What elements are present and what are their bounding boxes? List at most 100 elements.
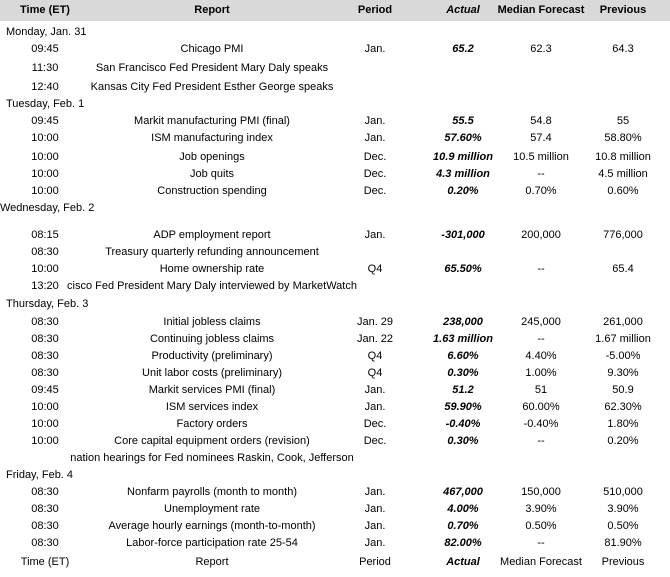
cell-time: 08:30 [31, 503, 59, 515]
footer-actual: Actual [446, 556, 480, 568]
cell-report: Continuing jobless claims [149, 333, 275, 345]
cell-previous: 776,000 [603, 229, 643, 241]
cell-previous: 62.30% [604, 401, 642, 413]
cell-previous: 81.90% [604, 537, 642, 549]
cell-median-forecast: -- [537, 537, 545, 549]
cell-actual: 57.60% [444, 132, 482, 144]
header-time: Time (ET) [20, 4, 70, 16]
cell-previous: 0.60% [607, 185, 639, 197]
cell-report: ISM services index [165, 401, 259, 413]
header-report: Report [194, 4, 230, 16]
cell-report: Markit manufacturing PMI (final) [134, 115, 290, 127]
cell-previous: 10.8 million [595, 151, 651, 163]
cell-time: 09:45 [31, 115, 59, 127]
cell-report: nation hearings for Fed nominees Raskin,… [70, 452, 354, 464]
cell-report: Construction spending [157, 185, 267, 197]
cell-period: Jan. [364, 401, 386, 413]
cell-period: Jan. [364, 503, 386, 515]
cell-period: Dec. [363, 435, 387, 447]
header-previous: Previous [599, 4, 647, 16]
footer-previous: Previous [601, 556, 645, 568]
cell-previous: 64.3 [612, 43, 634, 55]
cell-time: 08:30 [31, 350, 59, 362]
cell-actual: 0.70% [447, 520, 479, 532]
footer-time: Time (ET) [20, 556, 70, 568]
cell-median-forecast: -- [537, 333, 545, 345]
cell-time: 08:30 [31, 367, 59, 379]
cell-median-forecast: 0.70% [525, 185, 557, 197]
cell-time: 08:30 [31, 246, 59, 258]
cell-median-forecast: 51 [534, 384, 548, 396]
cell-actual: 65.2 [452, 43, 474, 55]
cell-median-forecast: 57.4 [530, 132, 552, 144]
cell-period: Q4 [367, 367, 383, 379]
cell-report: ADP employment report [153, 229, 271, 241]
cell-time: 08:30 [31, 333, 59, 345]
cell-time: 08:15 [31, 229, 59, 241]
cell-report: Chicago PMI [180, 43, 244, 55]
cell-previous: 1.80% [607, 418, 639, 430]
cell-actual: 55.5 [452, 115, 474, 127]
cell-previous: 65.4 [612, 263, 634, 275]
cell-time: 08:30 [31, 486, 59, 498]
cell-time: 09:45 [31, 43, 59, 55]
cell-report: ISM manufacturing index [151, 132, 273, 144]
cell-time: 09:45 [31, 384, 59, 396]
day-label: Friday, Feb. 4 [6, 469, 74, 481]
cell-median-forecast: 3.90% [525, 503, 557, 515]
cell-median-forecast: 0.50% [525, 520, 557, 532]
cell-time: 10:00 [31, 151, 59, 163]
cell-actual: 6.60% [447, 350, 479, 362]
cell-report: Average hourly earnings (month-to-month) [108, 520, 316, 532]
cell-actual: 238,000 [443, 316, 483, 328]
cell-previous: 1.67 million [595, 333, 651, 345]
cell-period: Jan. 29 [356, 316, 394, 328]
cell-period: Dec. [363, 168, 387, 180]
cell-report: cisco Fed President Mary Daly interviewe… [67, 280, 357, 292]
cell-report: Initial jobless claims [163, 316, 261, 328]
cell-actual: 4.3 million [436, 168, 490, 180]
header-period: Period [357, 4, 393, 16]
cell-time: 10:00 [31, 132, 59, 144]
cell-previous: 55 [616, 115, 630, 127]
header-background [0, 0, 670, 21]
cell-actual: 0.30% [447, 435, 479, 447]
cell-report: Unit labor costs (preliminary) [142, 367, 282, 379]
cell-report: Kansas City Fed President Esther George … [90, 81, 334, 93]
cell-period: Jan. [364, 229, 386, 241]
cell-time: 10:00 [31, 401, 59, 413]
cell-actual: 0.30% [447, 367, 479, 379]
cell-report: Home ownership rate [159, 263, 265, 275]
footer-median-forecast: Median Forecast [500, 556, 582, 568]
cell-median-forecast: -- [537, 263, 545, 275]
cell-previous: 9.30% [607, 367, 639, 379]
cell-median-forecast: 200,000 [521, 229, 561, 241]
cell-report: Markit services PMI (final) [148, 384, 276, 396]
cell-median-forecast: -0.40% [523, 418, 559, 430]
cell-previous: 510,000 [603, 486, 643, 498]
cell-time: 13:20 [31, 280, 59, 292]
cell-period: Q4 [367, 263, 383, 275]
day-label: Wednesday, Feb. 2 [0, 202, 95, 214]
cell-median-forecast: 4.40% [525, 350, 557, 362]
day-label: Thursday, Feb. 3 [6, 298, 89, 310]
cell-period: Jan. [364, 115, 386, 127]
cell-previous: 0.50% [607, 520, 639, 532]
cell-time: 10:00 [31, 185, 59, 197]
cell-time: 08:30 [31, 520, 59, 532]
cell-period: Jan. 22 [356, 333, 394, 345]
cell-report: Core capital equipment orders (revision) [114, 435, 310, 447]
cell-median-forecast: -- [537, 435, 545, 447]
cell-report: Productivity (preliminary) [151, 350, 273, 362]
cell-report: Factory orders [176, 418, 248, 430]
cell-time: 10:00 [31, 263, 59, 275]
cell-median-forecast: 10.5 million [513, 151, 569, 163]
cell-period: Jan. [364, 43, 386, 55]
cell-actual: 467,000 [443, 486, 483, 498]
cell-previous: 261,000 [603, 316, 643, 328]
cell-median-forecast: 60.00% [522, 401, 560, 413]
cell-time: 10:00 [31, 168, 59, 180]
footer-report: Report [195, 556, 229, 568]
cell-time: 10:00 [31, 418, 59, 430]
